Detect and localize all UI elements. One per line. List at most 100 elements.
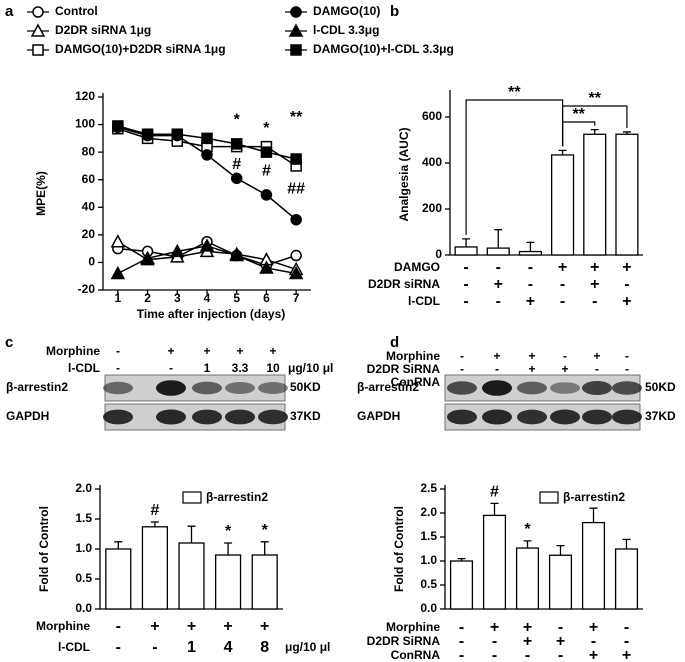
significance-bracket	[561, 105, 628, 147]
error-bar	[260, 541, 269, 555]
blot-row-mark: +	[528, 362, 535, 376]
row-mark: +	[526, 293, 535, 310]
bar	[486, 247, 510, 256]
blot-row-label: D2DR SiRNA	[367, 362, 441, 376]
row-mark: -	[496, 259, 501, 276]
error-bar	[457, 557, 466, 561]
row-mark: -	[116, 618, 121, 635]
blot-row-label: ConRNA	[391, 375, 441, 389]
row-mark: -	[459, 633, 464, 650]
bar	[583, 133, 607, 256]
legend-label: DAMGO(10)+D2DR siRNA 1μg	[55, 42, 226, 56]
row-mark: -	[492, 647, 497, 662]
blot-band	[192, 409, 222, 425]
error-bar	[494, 229, 503, 249]
y-tick-label: 600	[422, 109, 442, 123]
point	[201, 132, 213, 145]
point	[141, 128, 154, 140]
annotation: **	[290, 109, 303, 126]
significance-bracket	[465, 99, 564, 235]
point	[199, 238, 215, 252]
y-tick-label: 1.5	[420, 529, 437, 543]
point	[290, 249, 302, 262]
row-mark: -	[525, 647, 530, 662]
row-mark: +	[223, 618, 232, 635]
blot-band	[156, 409, 186, 425]
panel-letter: a	[5, 3, 14, 20]
blot-band	[550, 382, 580, 394]
y-tick-label: 0	[435, 247, 442, 261]
row-mark: -	[591, 633, 596, 650]
band-label: GAPDH	[357, 409, 400, 423]
significance-label: **	[589, 90, 602, 107]
row-mark: 8	[260, 639, 269, 656]
point	[230, 172, 243, 185]
blot-row-mark: -	[116, 344, 120, 358]
band-label: β-arrestin2	[6, 380, 68, 394]
row-label: Morphine	[36, 619, 90, 633]
annotation: *	[234, 112, 241, 129]
point	[171, 128, 184, 140]
blot-row-label: Morphine	[386, 349, 440, 363]
row-mark: 4	[224, 639, 233, 656]
point	[288, 265, 304, 280]
bar	[449, 560, 474, 610]
annotation: #	[232, 156, 241, 173]
y-tick-label: 40	[82, 199, 96, 213]
y-tick-label: 2.5	[420, 481, 437, 495]
row-mark: +	[150, 618, 159, 635]
blot-row-mark: +	[269, 344, 276, 358]
legend-marker	[30, 23, 46, 37]
panel-letter: c	[5, 334, 13, 351]
blot-row-mark: -	[563, 349, 567, 363]
point	[112, 120, 124, 132]
band-size: 50KD	[290, 380, 321, 394]
blot-band	[612, 409, 642, 425]
error-bar	[558, 149, 567, 155]
y-tick-label: 0.0	[75, 601, 92, 615]
point	[290, 213, 302, 226]
legend-label: DAMGO(10)+l-CDL 3.3μg	[313, 42, 454, 56]
row-mark: +	[494, 276, 503, 293]
row-mark: -	[459, 619, 464, 636]
point	[260, 146, 273, 158]
bar	[141, 526, 168, 610]
blot-row-mark: +	[203, 344, 210, 358]
row-mark: +	[490, 619, 499, 636]
error-bar	[590, 129, 599, 135]
bar	[515, 547, 540, 610]
band-size: 50KD	[645, 380, 676, 394]
blot-band	[612, 381, 642, 395]
blot-band	[103, 409, 133, 425]
row-mark: +	[590, 276, 599, 293]
row-mark: 1	[187, 639, 196, 656]
band-label: GAPDH	[6, 409, 49, 423]
y-tick-label: 0	[88, 255, 95, 269]
point	[229, 247, 244, 262]
row-label: ConRNA	[391, 648, 441, 662]
blot-band	[103, 381, 133, 395]
annotation: *	[225, 523, 232, 540]
blot-row-mark: +	[493, 349, 500, 363]
row-label: l-CDL	[58, 640, 90, 654]
legend-marker	[290, 6, 302, 18]
legend-marker	[290, 44, 302, 56]
row-mark: +	[589, 619, 598, 636]
blot-row-unit: μg/10 μl	[288, 361, 333, 375]
annotation: *	[263, 120, 270, 137]
x-tick-label: 4	[204, 291, 211, 305]
blot-band	[447, 381, 477, 395]
legend-marker	[32, 6, 44, 18]
blot-band	[258, 382, 288, 394]
y-tick-label: 0.0	[420, 601, 437, 615]
y-tick-label: 60	[82, 172, 96, 186]
y-axis-label: Fold of Control	[37, 506, 51, 592]
y-tick-label: 20	[82, 227, 96, 241]
row-label: l-CDL	[408, 294, 440, 308]
blot-band	[192, 381, 222, 395]
y-axis-label: MPE(%)	[34, 171, 48, 216]
y-tick-label: 400	[422, 155, 442, 169]
x-tick-label: 1	[115, 291, 122, 305]
row-label: D2DR SiRNA	[367, 634, 441, 648]
